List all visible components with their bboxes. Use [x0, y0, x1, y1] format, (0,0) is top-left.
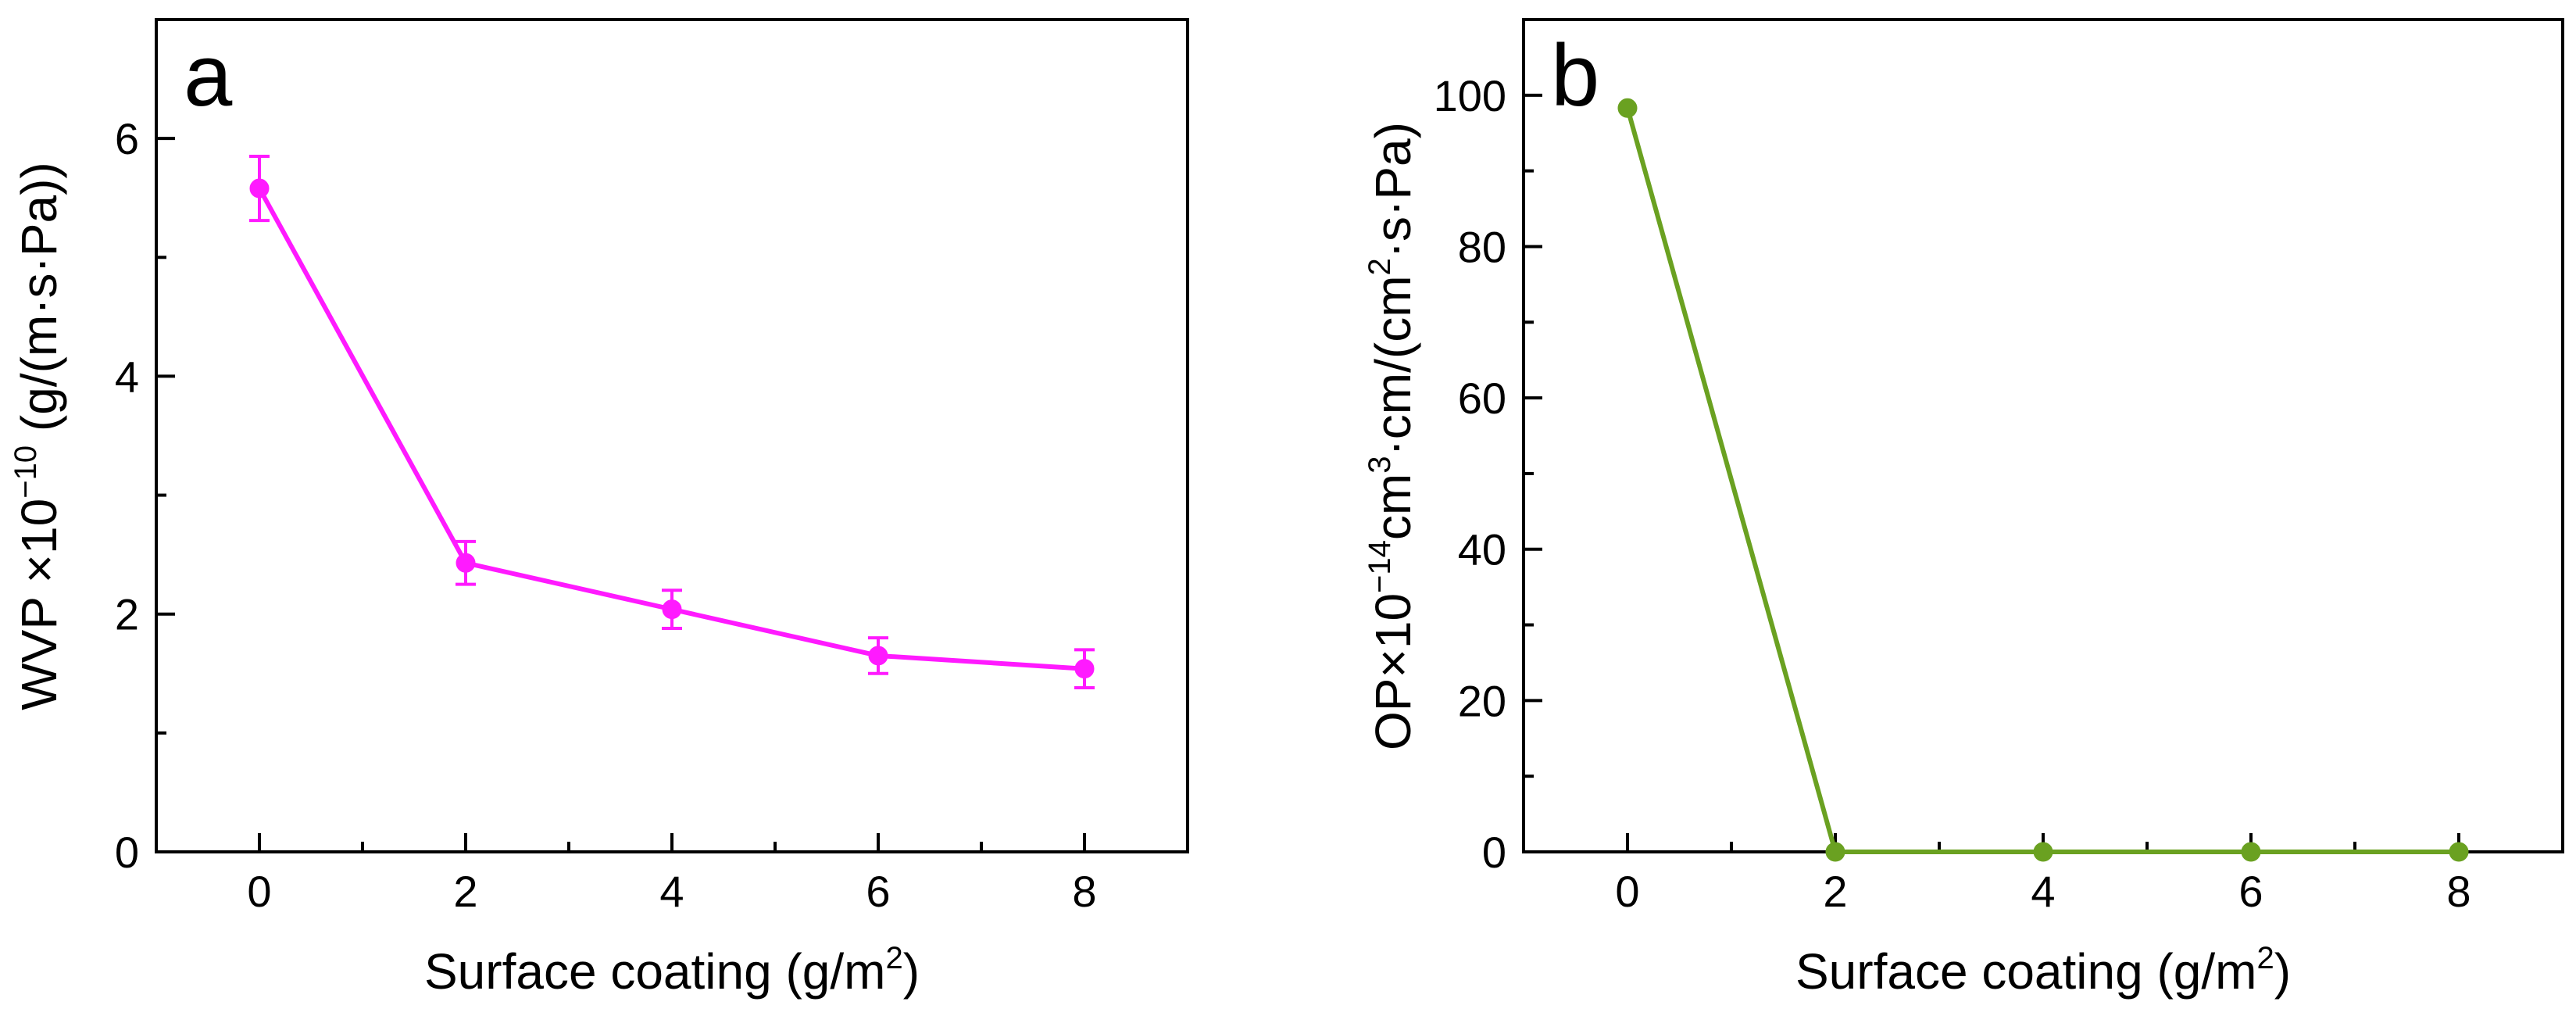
y-axis-title-text: WVP ×10 [11, 499, 67, 710]
data-point [868, 646, 888, 666]
data-marks [249, 154, 1095, 690]
data-point [1617, 98, 1638, 118]
x-tick-label: 0 [247, 867, 271, 916]
x-axis-title: Surface coating (g/m2) [1795, 941, 2291, 1000]
x-tick-label: 0 [1615, 867, 1639, 916]
data-point [1074, 659, 1095, 679]
y-tick-label: 0 [1482, 828, 1506, 877]
y-tick-label: 40 [1458, 525, 1506, 574]
x-tick-label: 4 [2031, 867, 2055, 916]
y-axis-title: WVP ×10−10 (g/(m·s·Pa)) [9, 162, 67, 710]
x-axis-title-end: ) [2274, 943, 2291, 1000]
plot-frame [155, 18, 1189, 853]
y-axis-title: OP×10−14cm3·cm/(cm2·s·Pa) [1363, 122, 1421, 750]
data-point [2033, 842, 2053, 862]
y-axis-title-sup: −10 [9, 445, 43, 499]
data-marks [1617, 98, 2469, 862]
data-point [249, 178, 270, 199]
plot-frame [1522, 18, 2564, 853]
y-axis-title-mid: cm [1365, 474, 1421, 540]
y-tick-label: 0 [115, 828, 139, 877]
panel-letter: a [184, 27, 233, 124]
data-point [1825, 842, 1845, 862]
x-tick-label: 2 [1823, 867, 1847, 916]
x-axis-title-text: Surface coating (g/m [424, 943, 886, 1000]
data-point [662, 599, 682, 620]
x-axis-title-text: Surface coating (g/m [1795, 943, 2257, 1000]
y-tick-label: 80 [1458, 222, 1506, 271]
x-tick-label: 2 [453, 867, 477, 916]
x-axis-title-sup: 2 [885, 941, 902, 975]
series-line [1625, 107, 2459, 854]
y-axis-title-sup: −14 [1363, 540, 1397, 593]
data-point [456, 553, 476, 573]
y-axis-title-end: ·s·Pa) [1365, 122, 1421, 258]
axes-ticks: 0 2 4 6 8 0 2 4 6 [115, 114, 1097, 916]
y-axis-title-sup3: 2 [1363, 258, 1397, 275]
x-tick-label: 4 [659, 867, 684, 916]
x-tick-label: 8 [1072, 867, 1096, 916]
y-tick-label: 100 [1434, 71, 1506, 120]
y-tick-label: 2 [115, 590, 139, 639]
y-tick-label: 20 [1458, 676, 1506, 725]
y-tick-label: 60 [1458, 374, 1506, 423]
data-point [2241, 842, 2261, 862]
panel-letter: b [1551, 27, 1599, 124]
y-axis-title-end: (g/(m·s·Pa)) [11, 162, 67, 445]
x-axis-title-sup: 2 [2256, 941, 2274, 975]
y-axis-title-sup2: 3 [1363, 456, 1397, 474]
x-axis-title-end: ) [903, 943, 920, 1000]
y-tick-label: 6 [115, 114, 139, 163]
data-point [2449, 842, 2469, 862]
x-axis-title: Surface coating (g/m2) [424, 941, 920, 1000]
x-tick-label: 6 [866, 867, 890, 916]
y-axis-title-mid2: ·cm/(cm [1365, 275, 1421, 456]
x-tick-label: 6 [2238, 867, 2263, 916]
x-tick-label: 8 [2446, 867, 2471, 916]
y-axis-title-text: OP×10 [1365, 593, 1421, 750]
y-tick-label: 4 [115, 352, 139, 401]
